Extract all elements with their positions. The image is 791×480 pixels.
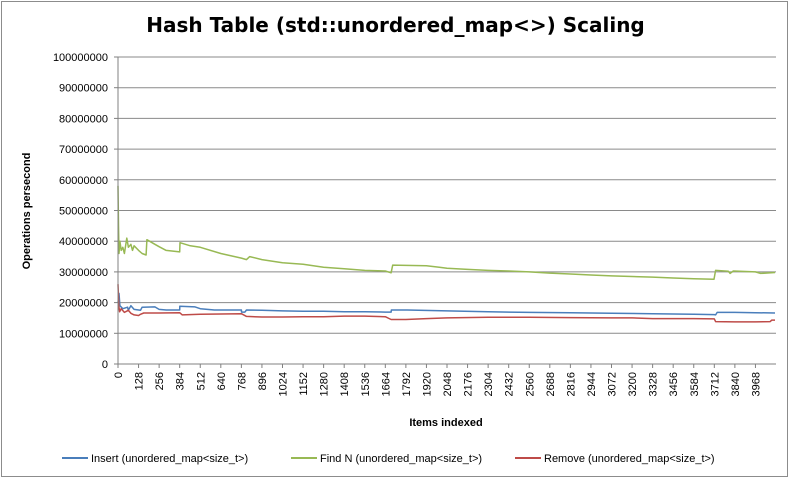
legend-label: Remove (unordered_map<size_t>) — [544, 453, 715, 465]
x-axis-ticks: 0 128 256 384 512 640 768 896 1024 1152 1280 1408 15… — [113, 364, 762, 396]
y-tick-label: 40000000 — [59, 236, 108, 248]
y-tick-label: 70000000 — [59, 144, 108, 156]
y-axis-ticks: 0 10000000 20000000 30000000 40000000 5000000… — [53, 52, 118, 371]
x-tick-label: 1536 — [360, 372, 372, 396]
legend-label: Find N (unordered_map<size_t>) — [320, 453, 482, 465]
chart-title: Hash Table (std::unordered_map<>) Scalin… — [146, 13, 645, 37]
x-tick-label: 256 — [154, 372, 166, 390]
x-tick-label: 3712 — [709, 372, 721, 396]
x-tick-label: 128 — [134, 372, 146, 390]
x-tick-label: 384 — [175, 372, 187, 390]
x-tick-label: 1792 — [401, 372, 413, 396]
x-tick-label: 3968 — [750, 372, 762, 396]
x-tick-label: 3200 — [627, 372, 639, 396]
series-line-2 — [117, 284, 775, 323]
x-tick-label: 1280 — [319, 372, 331, 396]
x-tick-label: 3584 — [689, 372, 701, 396]
x-tick-label: 3072 — [607, 372, 619, 396]
y-tick-label: 60000000 — [59, 175, 108, 187]
legend: Insert (unordered_map<size_t>) Find N (un… — [62, 453, 715, 465]
x-tick-label: 2944 — [586, 372, 598, 396]
x-tick-label: 640 — [216, 372, 228, 390]
y-tick-label: 80000000 — [59, 113, 108, 125]
x-tick-label: 1920 — [421, 372, 433, 396]
x-tick-label: 2304 — [483, 372, 495, 396]
legend-label: Insert (unordered_map<size_t>) — [91, 453, 248, 465]
x-tick-label: 3456 — [668, 372, 680, 396]
x-tick-label: 2176 — [463, 372, 475, 396]
y-tick-label: 100000000 — [53, 52, 108, 64]
series-line-0 — [117, 292, 776, 316]
x-tick-label: 2432 — [504, 372, 516, 396]
x-tick-label: 1152 — [298, 372, 310, 396]
y-tick-label: 50000000 — [59, 206, 108, 218]
x-tick-label: 0 — [113, 372, 125, 378]
y-axis-title: Operations persecond — [21, 153, 33, 270]
x-tick-label: 512 — [195, 372, 207, 390]
x-tick-label: 2688 — [545, 372, 557, 396]
x-axis-title: Items indexed — [409, 417, 482, 429]
x-tick-label: 2048 — [442, 372, 454, 396]
y-tick-label: 0 — [102, 359, 108, 371]
x-tick-label: 2816 — [565, 372, 577, 396]
axes — [117, 57, 776, 365]
x-tick-label: 3328 — [648, 372, 660, 396]
y-tick-label: 90000000 — [59, 83, 108, 95]
series-line-1 — [117, 185, 776, 281]
x-tick-label: 896 — [257, 372, 269, 390]
y-tick-label: 20000000 — [59, 298, 108, 310]
series-group — [117, 185, 776, 323]
y-tick-label: 30000000 — [59, 267, 108, 279]
gridlines — [118, 56, 776, 334]
x-tick-label: 1024 — [278, 372, 290, 396]
x-tick-label: 2560 — [524, 372, 536, 396]
y-tick-label: 10000000 — [59, 328, 108, 340]
x-tick-label: 3840 — [730, 372, 742, 396]
x-tick-label: 1408 — [339, 372, 351, 396]
x-tick-label: 768 — [236, 372, 248, 390]
x-tick-label: 1664 — [380, 372, 392, 396]
